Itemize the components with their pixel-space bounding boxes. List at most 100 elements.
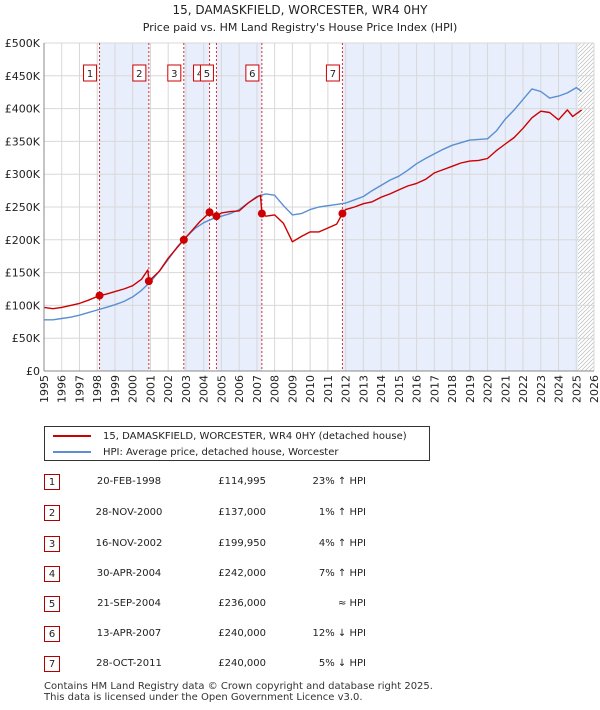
x-tick-label: 2002 [162,375,175,403]
transaction-price: £240,000 [218,658,266,669]
legend-label-hpi: HPI: Average price, detached house, Worc… [103,446,339,458]
x-tick-label: 2022 [517,375,530,403]
transaction-date: 13-APR-2007 [96,628,162,639]
transaction-price: £199,950 [218,538,266,549]
transaction-number-badge: 3 [44,536,60,552]
table-row: 7 28-OCT-2011 £240,000 5% ↓ HPI [44,656,464,674]
sale-label-box [325,64,340,82]
table-row: 3 16-NOV-2002 £199,950 4% ↑ HPI [44,536,464,554]
attribution-footer: Contains HM Land Registry data © Crown c… [44,681,433,703]
table-row: 5 21-SEP-2004 £236,000 ≈ HPI [44,596,464,614]
x-tick-label: 2005 [215,375,228,403]
x-tick-label: 1996 [56,375,69,403]
sale-label-box [132,64,147,82]
y-tick-label: £300K [5,168,41,181]
legend-label-property: 15, DAMASKFIELD, WORCESTER, WR4 0HY (det… [103,430,407,442]
sale-label-number: 6 [249,69,255,80]
transaction-number-badge: 1 [44,474,60,490]
transaction-price: £114,995 [218,476,266,487]
sale-label-box [199,64,214,82]
transaction-hpi-comparison: 23% ↑ HPI [312,476,366,487]
x-tick-label: 1998 [91,375,104,403]
x-tick-label: 2021 [499,375,512,403]
sale-marker [205,208,214,217]
legend-swatch-property [53,435,91,437]
x-tick-label: 2020 [482,375,495,403]
x-tick-label: 2024 [553,375,566,403]
sale-marker [257,209,266,218]
table-row: 4 30-APR-2004 £242,000 7% ↑ HPI [44,566,464,584]
sale-marker [144,277,153,286]
chart-legend: 15, DAMASKFIELD, WORCESTER, WR4 0HY (det… [44,426,430,461]
y-tick-label: £150K [5,267,41,280]
y-tick-label: £200K [5,234,41,247]
x-tick-label: 2012 [340,375,353,403]
transaction-hpi-comparison: 4% ↑ HPI [318,538,366,549]
transaction-price: £137,000 [218,507,266,518]
x-tick-label: 1995 [38,375,51,403]
transaction-price: £240,000 [218,628,266,639]
sale-label-box [83,64,98,82]
transaction-date: 16-NOV-2002 [95,538,163,549]
sale-label-box [245,64,260,82]
table-row: 6 13-APR-2007 £240,000 12% ↓ HPI [44,626,464,644]
sale-label-number: 2 [136,69,142,80]
sale-label-number: 7 [330,69,336,80]
x-tick-label: 2018 [446,375,459,403]
sale-label-box [167,64,182,82]
y-tick-label: £450K [5,70,41,83]
sale-label-number: 5 [204,69,210,80]
hpi-line [44,86,583,321]
y-tick-label: £250K [5,201,41,214]
transaction-number-badge: 7 [44,656,60,672]
transaction-price: £236,000 [218,598,266,609]
legend-item-property: 15, DAMASKFIELD, WORCESTER, WR4 0HY (det… [53,428,407,444]
x-tick-label: 2008 [269,375,282,403]
transaction-date: 20-FEB-1998 [96,476,162,487]
transaction-price: £242,000 [218,568,266,579]
sale-markers [95,208,347,300]
transaction-date: 30-APR-2004 [96,568,162,579]
table-row: 2 28-NOV-2000 £137,000 1% ↑ HPI [44,505,464,523]
sale-marker [212,212,221,221]
x-tick-label: 2001 [144,375,157,403]
transaction-date: 21-SEP-2004 [97,598,161,609]
x-tick-label: 1997 [73,375,86,403]
x-tick-label: 2007 [251,375,264,403]
attribution-line-2: This data is licensed under the Open Gov… [44,692,363,703]
x-tick-label: 2010 [304,375,317,403]
chart-title: 15, DAMASKFIELD, WORCESTER, WR4 0HY [173,3,429,17]
transaction-hpi-comparison: 5% ↓ HPI [318,658,366,669]
x-tick-label: 2017 [428,375,441,403]
y-tick-label: £400K [5,103,41,116]
chart-subtitle: Price paid vs. HM Land Registry's House … [143,21,458,34]
table-row: 1 20-FEB-1998 £114,995 23% ↑ HPI [44,474,464,492]
y-tick-label: £500K [5,37,41,50]
axes: £0 £50K £100K £150K £200K £250K £300K £350K £400… [5,37,600,403]
x-tick-label: 2009 [286,375,299,403]
x-tick-label: 2006 [233,375,246,403]
x-tick-label: 2000 [127,375,140,403]
transaction-number-badge: 4 [44,566,60,582]
property-price-line [43,109,583,310]
sale-marker [95,291,104,300]
x-tick-label: 2023 [535,375,548,403]
x-tick-label: 2019 [464,375,477,403]
x-tick-label: 2016 [411,375,424,403]
legend-item-hpi: HPI: Average price, detached house, Worc… [53,444,338,460]
transaction-number-badge: 6 [44,626,60,642]
transaction-number-badge: 2 [44,505,60,521]
x-tick-label: 2025 [570,375,583,403]
transaction-hpi-comparison: 1% ↑ HPI [318,507,366,518]
y-tick-label: £0 [26,365,40,378]
y-tick-label: £50K [12,332,41,345]
transaction-date: 28-NOV-2000 [95,507,163,518]
transaction-date: 28-OCT-2011 [96,658,162,669]
transaction-hpi-comparison: 12% ↓ HPI [312,628,366,639]
transaction-number-badge: 5 [44,596,60,612]
legend-swatch-hpi [53,451,91,453]
transaction-hpi-comparison: ≈ HPI [337,598,366,609]
x-tick-label: 2014 [375,375,388,403]
series-lines [43,86,583,321]
y-tick-label: £100K [5,299,41,312]
